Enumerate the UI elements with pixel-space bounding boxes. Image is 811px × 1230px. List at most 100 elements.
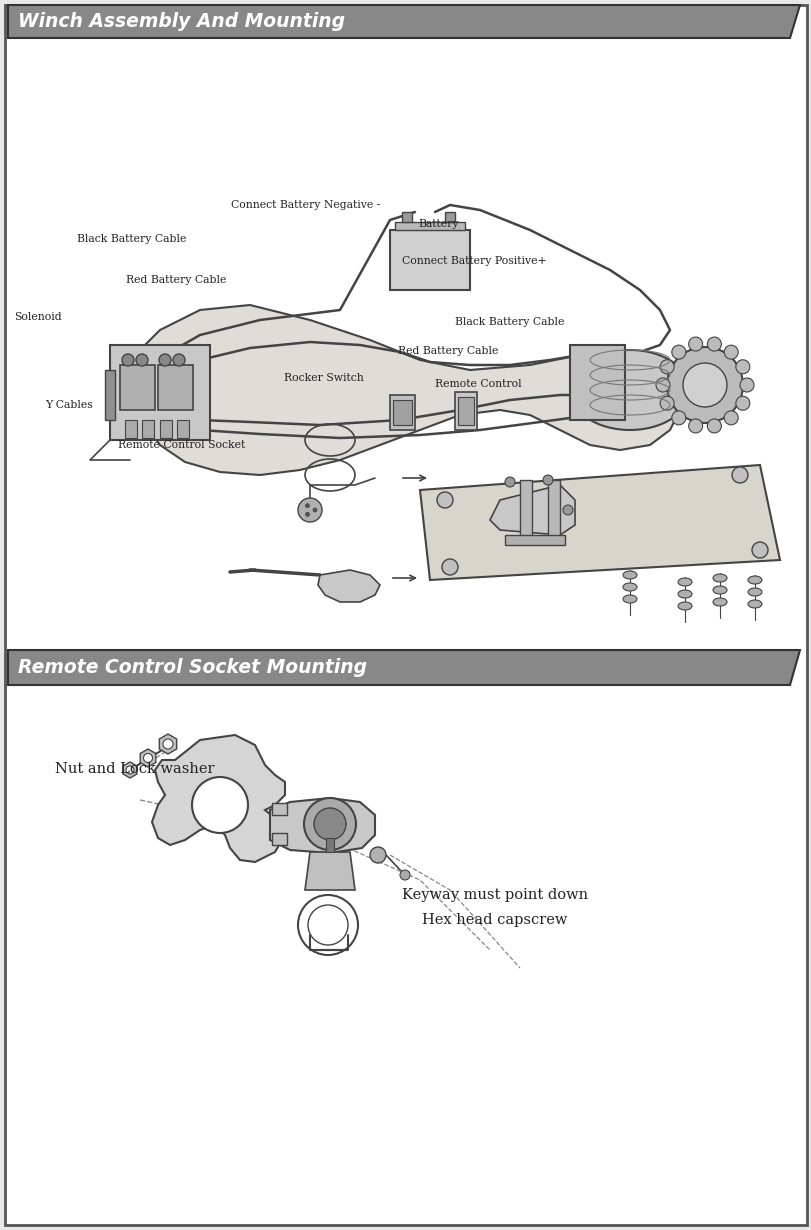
Circle shape <box>723 411 737 424</box>
Bar <box>109 344 210 440</box>
Polygon shape <box>305 852 354 891</box>
Circle shape <box>135 354 148 367</box>
Circle shape <box>739 378 753 392</box>
Ellipse shape <box>712 598 726 606</box>
Circle shape <box>163 739 173 749</box>
Text: Connect Battery Negative -: Connect Battery Negative - <box>231 200 380 210</box>
Circle shape <box>400 870 410 879</box>
Bar <box>272 803 286 815</box>
Bar <box>394 221 465 230</box>
Circle shape <box>731 467 747 483</box>
Bar <box>177 419 189 438</box>
Circle shape <box>682 363 726 407</box>
Ellipse shape <box>622 583 636 590</box>
Polygon shape <box>123 763 137 779</box>
Ellipse shape <box>677 578 691 585</box>
Circle shape <box>173 354 185 367</box>
Circle shape <box>122 354 134 367</box>
Bar <box>325 838 333 852</box>
Circle shape <box>706 419 720 433</box>
Polygon shape <box>489 485 574 535</box>
Polygon shape <box>419 465 779 581</box>
Circle shape <box>735 396 749 411</box>
Text: Solenoid: Solenoid <box>15 312 62 322</box>
Bar <box>125 419 137 438</box>
Circle shape <box>441 558 457 574</box>
Circle shape <box>370 847 385 863</box>
Text: Red Battery Cable: Red Battery Cable <box>397 346 498 355</box>
Circle shape <box>562 506 573 515</box>
Polygon shape <box>8 649 799 685</box>
Bar <box>272 833 286 845</box>
Ellipse shape <box>712 585 726 594</box>
Bar <box>160 419 172 438</box>
Circle shape <box>659 360 673 374</box>
Circle shape <box>688 337 702 351</box>
Polygon shape <box>8 5 799 38</box>
Circle shape <box>706 337 720 351</box>
Circle shape <box>314 808 345 840</box>
Ellipse shape <box>569 351 689 430</box>
Text: Battery: Battery <box>418 219 458 229</box>
Bar <box>389 230 470 290</box>
Bar <box>105 370 115 419</box>
Ellipse shape <box>622 571 636 579</box>
Circle shape <box>191 777 247 833</box>
Ellipse shape <box>747 588 761 597</box>
Circle shape <box>659 396 673 411</box>
Bar <box>444 212 454 221</box>
Text: Remote Control: Remote Control <box>435 379 521 389</box>
Text: Y Cables: Y Cables <box>45 400 92 410</box>
Bar <box>457 397 474 426</box>
Circle shape <box>723 346 737 359</box>
Text: Red Battery Cable: Red Battery Cable <box>126 276 226 285</box>
Text: Black Battery Cable: Black Battery Cable <box>454 317 564 327</box>
Polygon shape <box>159 734 177 754</box>
Polygon shape <box>270 798 375 852</box>
Circle shape <box>655 378 669 392</box>
Polygon shape <box>140 749 156 768</box>
Text: Nut and Lock washer: Nut and Lock washer <box>55 761 214 776</box>
Text: Remote Control Socket Mounting: Remote Control Socket Mounting <box>18 658 367 677</box>
Bar <box>569 344 624 419</box>
Ellipse shape <box>747 600 761 608</box>
Circle shape <box>671 411 685 424</box>
Bar <box>547 480 560 540</box>
Polygon shape <box>318 569 380 601</box>
Circle shape <box>144 754 152 763</box>
Circle shape <box>303 798 355 850</box>
Ellipse shape <box>622 595 636 603</box>
Bar <box>519 480 531 540</box>
Text: Hex head capscrew: Hex head capscrew <box>422 913 567 927</box>
Bar <box>120 365 155 410</box>
Circle shape <box>312 508 316 512</box>
Text: Connect Battery Positive+: Connect Battery Positive+ <box>401 256 546 266</box>
Ellipse shape <box>677 601 691 610</box>
Circle shape <box>671 346 685 359</box>
Ellipse shape <box>712 574 726 582</box>
Circle shape <box>305 503 309 508</box>
Circle shape <box>159 354 171 367</box>
Text: Keyway must point down: Keyway must point down <box>401 888 587 903</box>
Circle shape <box>751 542 767 558</box>
Text: Rocker Switch: Rocker Switch <box>284 373 363 383</box>
Ellipse shape <box>677 590 691 598</box>
Ellipse shape <box>747 576 761 584</box>
Bar <box>401 212 411 221</box>
Bar <box>158 365 193 410</box>
Bar <box>454 392 476 430</box>
Bar <box>504 535 564 545</box>
Circle shape <box>126 766 134 774</box>
Bar <box>142 419 154 438</box>
Circle shape <box>666 347 742 423</box>
Text: Remote Control Socket: Remote Control Socket <box>118 440 245 450</box>
Text: Black Battery Cable: Black Battery Cable <box>77 234 187 244</box>
Polygon shape <box>130 305 679 475</box>
Circle shape <box>436 492 453 508</box>
Polygon shape <box>152 736 285 862</box>
Circle shape <box>298 498 322 522</box>
Circle shape <box>504 477 514 487</box>
Text: Winch Assembly And Mounting: Winch Assembly And Mounting <box>18 12 345 31</box>
Circle shape <box>305 513 309 517</box>
Bar <box>389 395 414 430</box>
